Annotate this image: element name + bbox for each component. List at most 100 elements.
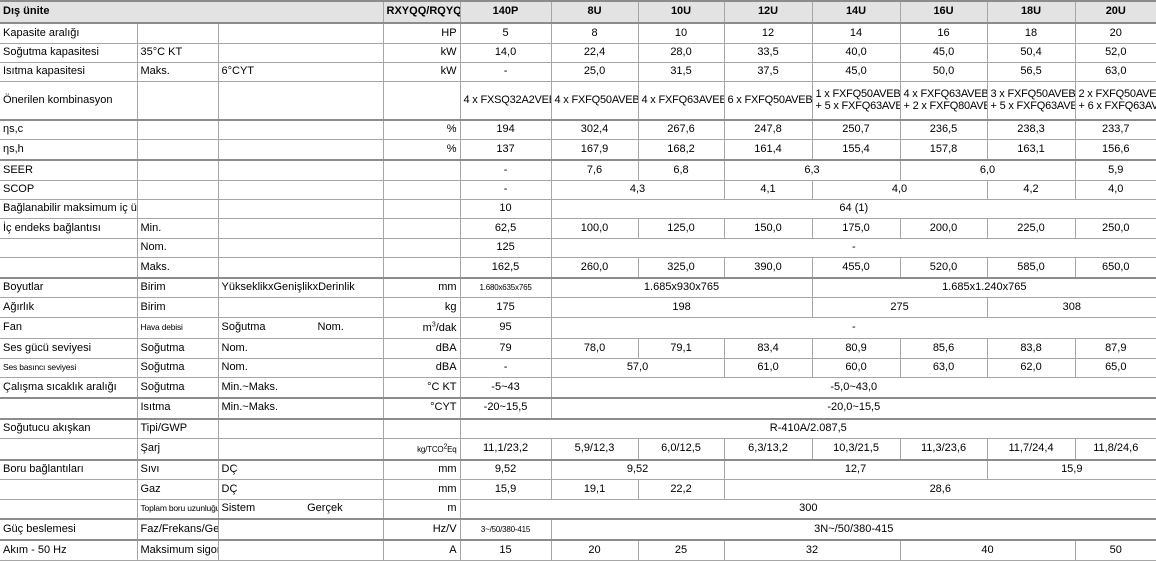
table-cell: 175 <box>460 297 552 318</box>
table-cell: 65,0 <box>1075 358 1156 379</box>
row-sublabel2 <box>218 438 384 461</box>
row-unit: °CYT <box>383 397 461 420</box>
row-unit: mm <box>383 459 461 481</box>
table-row: Ağırlık Birim kg 175 198 275 308 <box>0 297 1156 318</box>
table-row: Kapasite aralığı HP 5 8 10 12 14 16 18 20 <box>0 23 1156 44</box>
table-cell: 162,5 <box>460 257 552 279</box>
table-cell: 10 <box>638 23 725 44</box>
table-cell: - <box>551 238 1156 259</box>
table-cell: 275 <box>812 297 988 318</box>
table-cell: 4 x FXFQ63AVEB+ 2 x FXFQ80AVEB <box>900 81 988 121</box>
column-header-16u: 16U <box>900 0 988 24</box>
table-cell: 80,9 <box>812 338 901 359</box>
column-header-10u: 10U <box>638 0 725 24</box>
table-cell: - <box>551 317 1156 340</box>
table-cell: 12,7 <box>724 459 988 481</box>
table-cell: 233,7 <box>1075 119 1156 141</box>
table-cell: 250,0 <box>1075 218 1156 239</box>
row-sublabel2 <box>218 119 384 141</box>
row-sublabel2: Sistem Gerçek <box>218 499 384 521</box>
row-unit <box>383 180 461 200</box>
row-sublabel2: DÇ <box>218 459 384 481</box>
table-row: Ses gücü seviyesi Soğutma Nom. dBA 79 78,0 79,… <box>0 338 1156 359</box>
table-cell: 125,0 <box>638 218 725 239</box>
row-sublabel2: Min.~Maks. <box>218 377 384 399</box>
table-cell: 12 <box>724 23 813 44</box>
row-sublabel2 <box>218 540 384 561</box>
row-sublabel: Isıtma <box>137 397 219 420</box>
row-sublabel2: 6°CYT <box>218 62 384 83</box>
table-cell: 520,0 <box>900 257 988 279</box>
row-unit: dBA <box>383 358 461 379</box>
row-sublabel <box>137 199 219 220</box>
table-cell: 325,0 <box>638 257 725 279</box>
row-unit: kW <box>383 62 461 83</box>
table-cell: 9,52 <box>551 459 725 481</box>
table-cell: 11,1/23,2 <box>460 438 552 461</box>
row-label: Fan <box>0 317 138 340</box>
table-row: Maks. 162,5 260,0 325,0 390,0 455,0 520,0 585,0… <box>0 257 1156 279</box>
table-row: Gaz DÇ mm 15,9 19,1 22,2 28,6 <box>0 479 1156 500</box>
table-cell: 95 <box>460 317 552 340</box>
row-sublabel2: Soğutma Nom. <box>218 317 384 340</box>
row-sublabel: Toplam boru uzunluğu <box>137 499 219 521</box>
row-label: Ses gücü seviyesi <box>0 338 138 359</box>
table-cell: 22,2 <box>638 479 725 500</box>
row-label: ηs,h <box>0 139 138 162</box>
table-cell: 225,0 <box>987 218 1076 239</box>
row-sublabel: Nom. <box>137 238 219 259</box>
table-cell: 28,0 <box>638 43 725 63</box>
row-sublabel2: YükseklikxGenişlikxDerinlik <box>218 277 384 299</box>
table-cell: 45,0 <box>900 43 988 63</box>
table-cell: 4,0 <box>812 180 988 200</box>
table-cell: 57,0 <box>551 358 725 379</box>
table-cell: 15,9 <box>987 459 1156 481</box>
row-sublabel2: Nom. <box>218 358 384 379</box>
table-cell: 390,0 <box>724 257 813 279</box>
row-unit: °C KT <box>383 377 461 399</box>
table-cell: 157,8 <box>900 139 988 162</box>
row-unit: % <box>383 119 461 141</box>
table-row: Boyutlar Birim YükseklikxGenişlikxDerinlik… <box>0 277 1156 299</box>
row-label: SCOP <box>0 180 138 200</box>
table-cell: 6,0/12,5 <box>638 438 725 461</box>
row-sublabel: Maks. <box>137 257 219 279</box>
table-cell: 50 <box>1075 540 1156 561</box>
table-row: Çalışma sıcaklık aralığı Soğutma Min.~Maks… <box>0 377 1156 399</box>
row-unit: m <box>383 499 461 521</box>
row-unit <box>383 238 461 259</box>
table-cell: 137 <box>460 139 552 162</box>
row-unit: mm <box>383 277 461 299</box>
row-sublabel <box>137 23 219 44</box>
row-sublabel2 <box>218 257 384 279</box>
table-cell: 31,5 <box>638 62 725 83</box>
table-cell: 6 x FXFQ50AVEB <box>724 81 813 121</box>
table-cell: 302,4 <box>551 119 639 141</box>
table-row: Bağlanabilir maksimum iç ünite sayısı 106… <box>0 199 1156 220</box>
row-label: Boyutlar <box>0 277 138 299</box>
row-sublabel <box>137 180 219 200</box>
table-cell: 167,9 <box>551 139 639 162</box>
table-cell: 63,0 <box>1075 62 1156 83</box>
row-sublabel2 <box>218 81 384 121</box>
table-cell: 40,0 <box>812 43 901 63</box>
row-sublabel: Maksimum sigorta amperi (MFA) <box>137 540 219 561</box>
table-cell: 300 <box>460 499 1156 521</box>
table-cell: 79,1 <box>638 338 725 359</box>
table-cell: 15 <box>460 540 552 561</box>
table-cell: 5,9 <box>1075 160 1156 181</box>
table-row: ηs,h% 137 167,9 168,2 161,4 155,4 157,8 163,1 15… <box>0 139 1156 162</box>
row-label: Soğutma kapasitesi <box>0 43 138 63</box>
table-cell: - <box>460 62 552 83</box>
row-unit: % <box>383 139 461 162</box>
table-cell: 8 <box>551 23 639 44</box>
header-title: Dış ünite <box>0 0 384 24</box>
table-cell: 4,1 <box>724 180 813 200</box>
row-sublabel <box>137 139 219 162</box>
row-label: Isıtma kapasitesi <box>0 62 138 83</box>
row-label: Güç beslemesi <box>0 519 138 542</box>
row-sublabel2 <box>218 238 384 259</box>
table-cell: 168,2 <box>638 139 725 162</box>
row-sublabel: Birim <box>137 297 219 318</box>
